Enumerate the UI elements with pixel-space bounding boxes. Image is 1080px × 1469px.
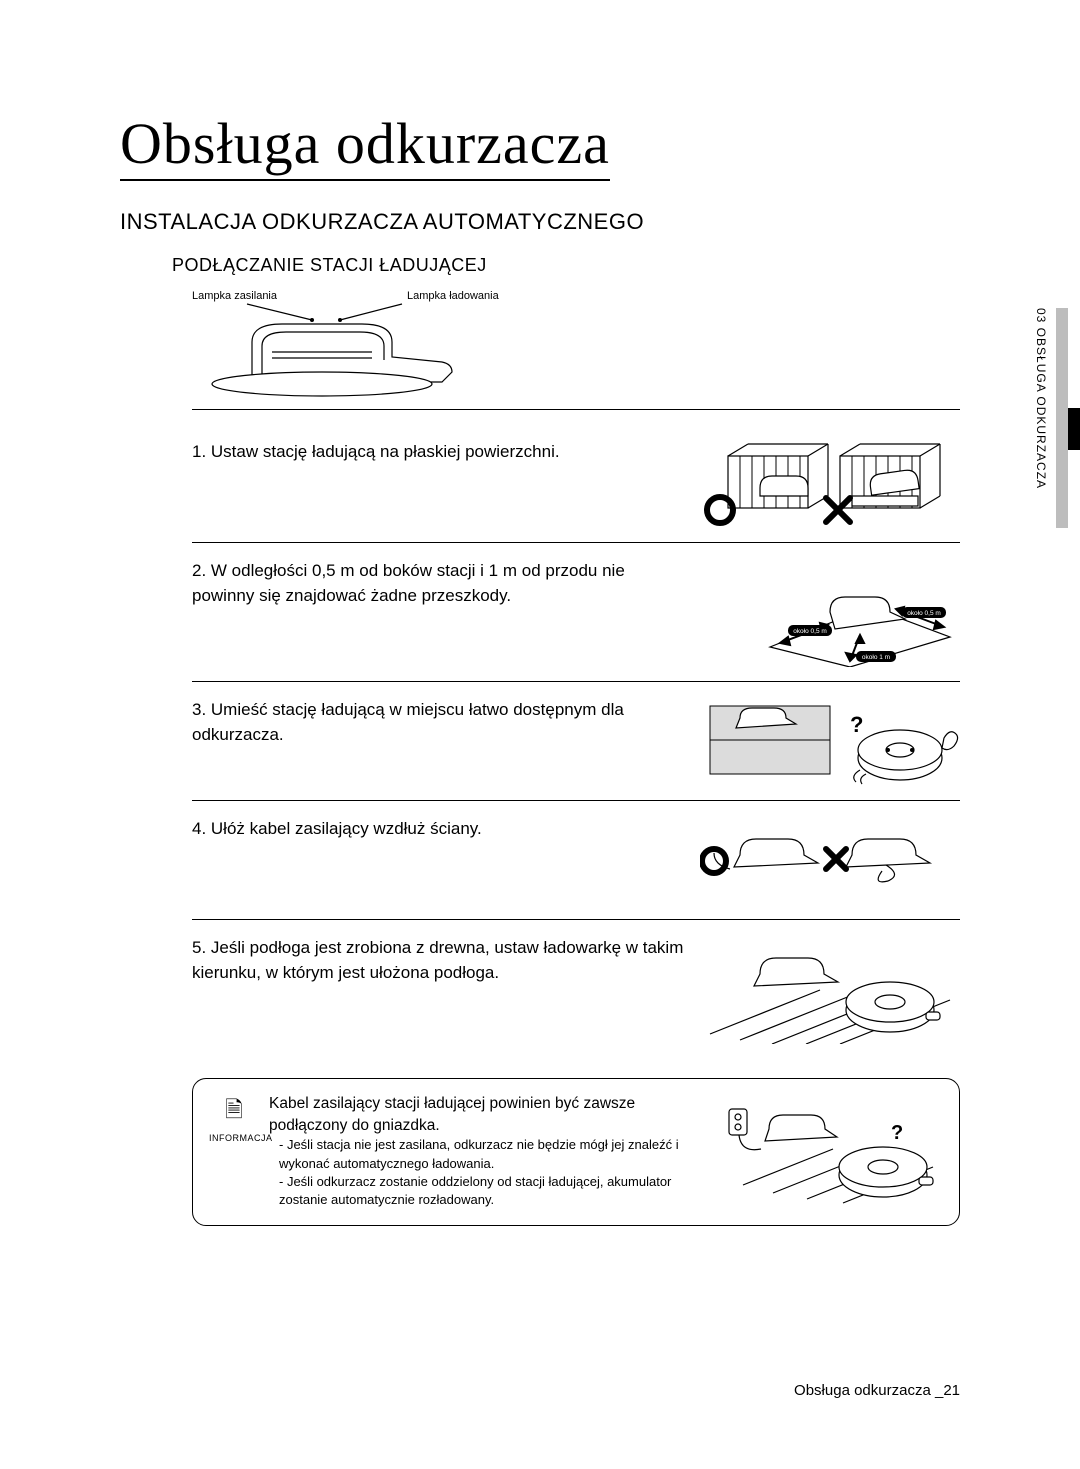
footer-page-number: 21	[943, 1382, 960, 1399]
side-tab-label: 03 OBSŁUGA ODKURZACZA	[1030, 308, 1048, 528]
note-bullet: - Jeśli odkurzacz zostanie oddzielony od…	[279, 1173, 713, 1209]
step-text: 2. W odległości 0,5 m od boków stacji i …	[192, 557, 700, 667]
distance-label: około 0,5 m	[907, 610, 941, 617]
information-note: 🗎 INFORMACJA Kabel zasilający stacji ład…	[192, 1078, 960, 1226]
page-main-title: Obsługa odkurzacza	[120, 110, 610, 181]
note-figure: ?	[723, 1093, 943, 1208]
step-row: 2. W odległości 0,5 m od boków stacji i …	[192, 543, 960, 682]
step-4-figure	[700, 815, 960, 905]
step-row: 5. Jeśli podłoga jest zrobiona z drewna,…	[192, 920, 960, 1058]
diagram-label-power-led: Lampka zasilania	[192, 290, 277, 302]
step-row: 4. Ułóż kabel zasilający wzdłuż ściany.	[192, 801, 960, 920]
step-text: 5. Jeśli podłoga jest zrobiona z drewna,…	[192, 934, 700, 1044]
step-5-figure	[700, 934, 960, 1044]
page-footer: Obsługa odkurzacza _21	[794, 1382, 960, 1399]
side-tab-stripe-light	[1056, 308, 1068, 528]
document-icon: 🗎	[209, 1093, 259, 1131]
distance-label: około 1 m	[862, 654, 890, 661]
diagram-label-charge-led: Lampka ładowania	[407, 290, 499, 302]
step-row: 1. Ustaw stację ładującą na płaskiej pow…	[192, 424, 960, 543]
step-1-figure	[700, 438, 960, 528]
note-bullet-text: Jeśli stacja nie jest zasilana, odkurzac…	[279, 1137, 679, 1170]
step-text: 3. Umieść stację ładującą w miejscu łatw…	[192, 696, 700, 786]
note-icon-block: 🗎 INFORMACJA	[209, 1093, 259, 1209]
distance-label: około 0,5 m	[793, 628, 827, 635]
step-3-figure: ?	[700, 696, 960, 786]
chapter-side-tab: 03 OBSŁUGA ODKURZACZA	[1040, 308, 1080, 528]
dock-station-icon	[192, 302, 492, 402]
step-2-figure: około 0,5 m około 0,5 m około 1 m	[700, 557, 960, 667]
step-text: 1. Ustaw stację ładującą na płaskiej pow…	[192, 438, 700, 528]
manual-page: Obsługa odkurzacza INSTALACJA ODKURZACZA…	[0, 0, 1080, 1469]
dock-labeled-diagram: Lampka zasilania Lampka ładowania	[192, 290, 960, 410]
subsection-title: PODŁĄCZANIE STACJI ŁADUJĄCEJ	[172, 255, 960, 276]
note-lead-text: Kabel zasilający stacji ładującej powini…	[269, 1093, 713, 1136]
note-caption: INFORMACJA	[209, 1133, 259, 1143]
note-bullet: - Jeśli stacja nie jest zasilana, odkurz…	[279, 1136, 713, 1172]
side-tab-stripe-dark	[1068, 408, 1080, 450]
question-mark-icon: ?	[891, 1122, 903, 1144]
content-area: Lampka zasilania Lampka ładowania 1. Ust…	[192, 290, 960, 1226]
note-bullet-text: Jeśli odkurzacz zostanie oddzielony od s…	[279, 1174, 671, 1207]
step-row: 3. Umieść stację ładującą w miejscu łatw…	[192, 682, 960, 801]
question-mark-icon: ?	[850, 712, 863, 737]
note-body: Kabel zasilający stacji ładującej powini…	[269, 1093, 713, 1209]
footer-section-name: Obsługa odkurzacza _	[794, 1382, 943, 1399]
step-text: 4. Ułóż kabel zasilający wzdłuż ściany.	[192, 815, 700, 905]
section-title: INSTALACJA ODKURZACZA AUTOMATYCZNEGO	[120, 209, 960, 235]
